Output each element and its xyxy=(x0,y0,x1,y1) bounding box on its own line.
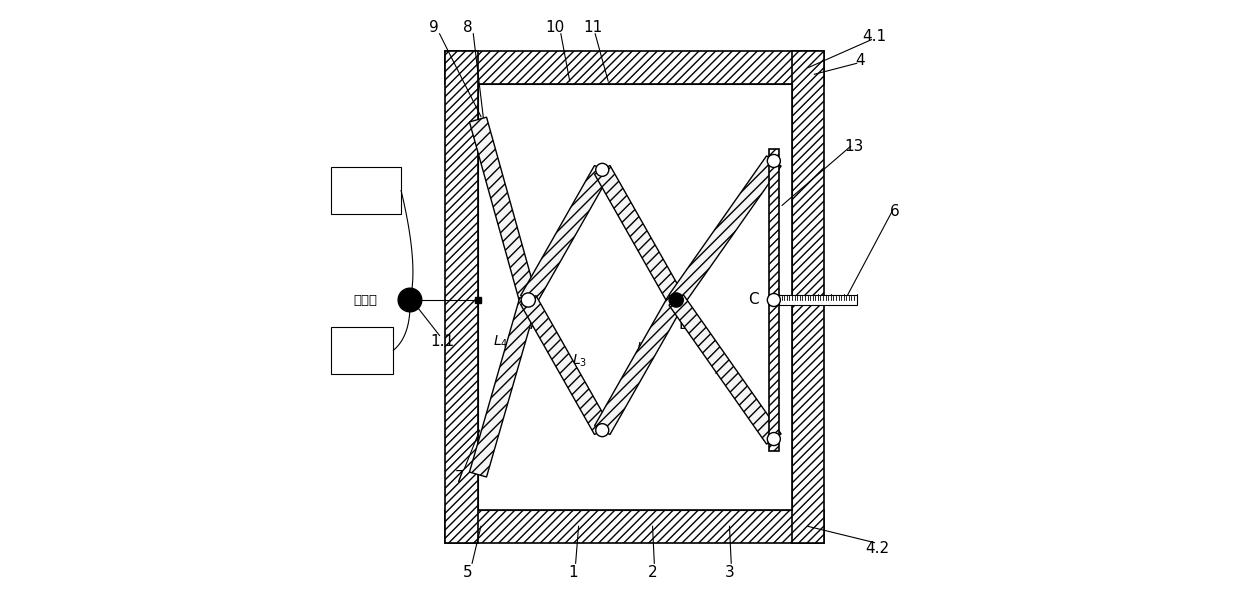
Bar xyxy=(445,510,825,542)
Polygon shape xyxy=(668,295,781,444)
Text: 耦合器: 耦合器 xyxy=(353,293,377,307)
Circle shape xyxy=(595,163,609,176)
Text: 4: 4 xyxy=(854,53,864,68)
Circle shape xyxy=(521,293,536,307)
Circle shape xyxy=(670,293,683,307)
Text: 5: 5 xyxy=(463,565,472,580)
Text: A: A xyxy=(531,317,541,332)
Text: 7: 7 xyxy=(454,470,464,485)
Bar xyxy=(445,52,477,542)
Bar xyxy=(331,326,393,374)
Text: C: C xyxy=(748,292,759,307)
Text: 4.2: 4.2 xyxy=(866,541,889,556)
Bar xyxy=(791,52,825,542)
Text: 8: 8 xyxy=(463,20,472,35)
Text: 3: 3 xyxy=(724,565,734,580)
Circle shape xyxy=(768,433,780,446)
Circle shape xyxy=(768,293,780,307)
Polygon shape xyxy=(521,296,610,434)
Bar xyxy=(445,52,825,84)
Bar xyxy=(769,149,779,451)
Text: 13: 13 xyxy=(844,139,863,154)
Text: 4.1: 4.1 xyxy=(862,29,887,44)
Polygon shape xyxy=(594,166,684,304)
Text: 10: 10 xyxy=(546,20,564,35)
Bar xyxy=(331,167,401,214)
Circle shape xyxy=(768,154,780,167)
Circle shape xyxy=(595,424,609,437)
Text: 11: 11 xyxy=(584,20,603,35)
Text: 2: 2 xyxy=(647,565,657,580)
Text: 光谱仪: 光谱仪 xyxy=(351,344,374,357)
Text: $L_1$: $L_1$ xyxy=(714,363,729,379)
Text: 1: 1 xyxy=(568,565,578,580)
Polygon shape xyxy=(668,156,781,305)
Text: 9: 9 xyxy=(429,20,439,35)
Bar xyxy=(475,297,481,303)
Circle shape xyxy=(398,288,422,312)
Polygon shape xyxy=(470,298,537,477)
Text: B: B xyxy=(678,317,688,332)
Polygon shape xyxy=(594,296,684,434)
Polygon shape xyxy=(521,166,610,304)
Text: 1.1: 1.1 xyxy=(430,334,455,349)
Text: $L_2$: $L_2$ xyxy=(636,340,651,357)
Text: $L_4$: $L_4$ xyxy=(492,333,508,350)
Text: 带宽光源: 带宽光源 xyxy=(350,184,382,197)
Bar xyxy=(779,295,857,305)
Polygon shape xyxy=(470,117,537,302)
Text: $L_3$: $L_3$ xyxy=(572,352,588,368)
Text: 6: 6 xyxy=(890,204,900,219)
